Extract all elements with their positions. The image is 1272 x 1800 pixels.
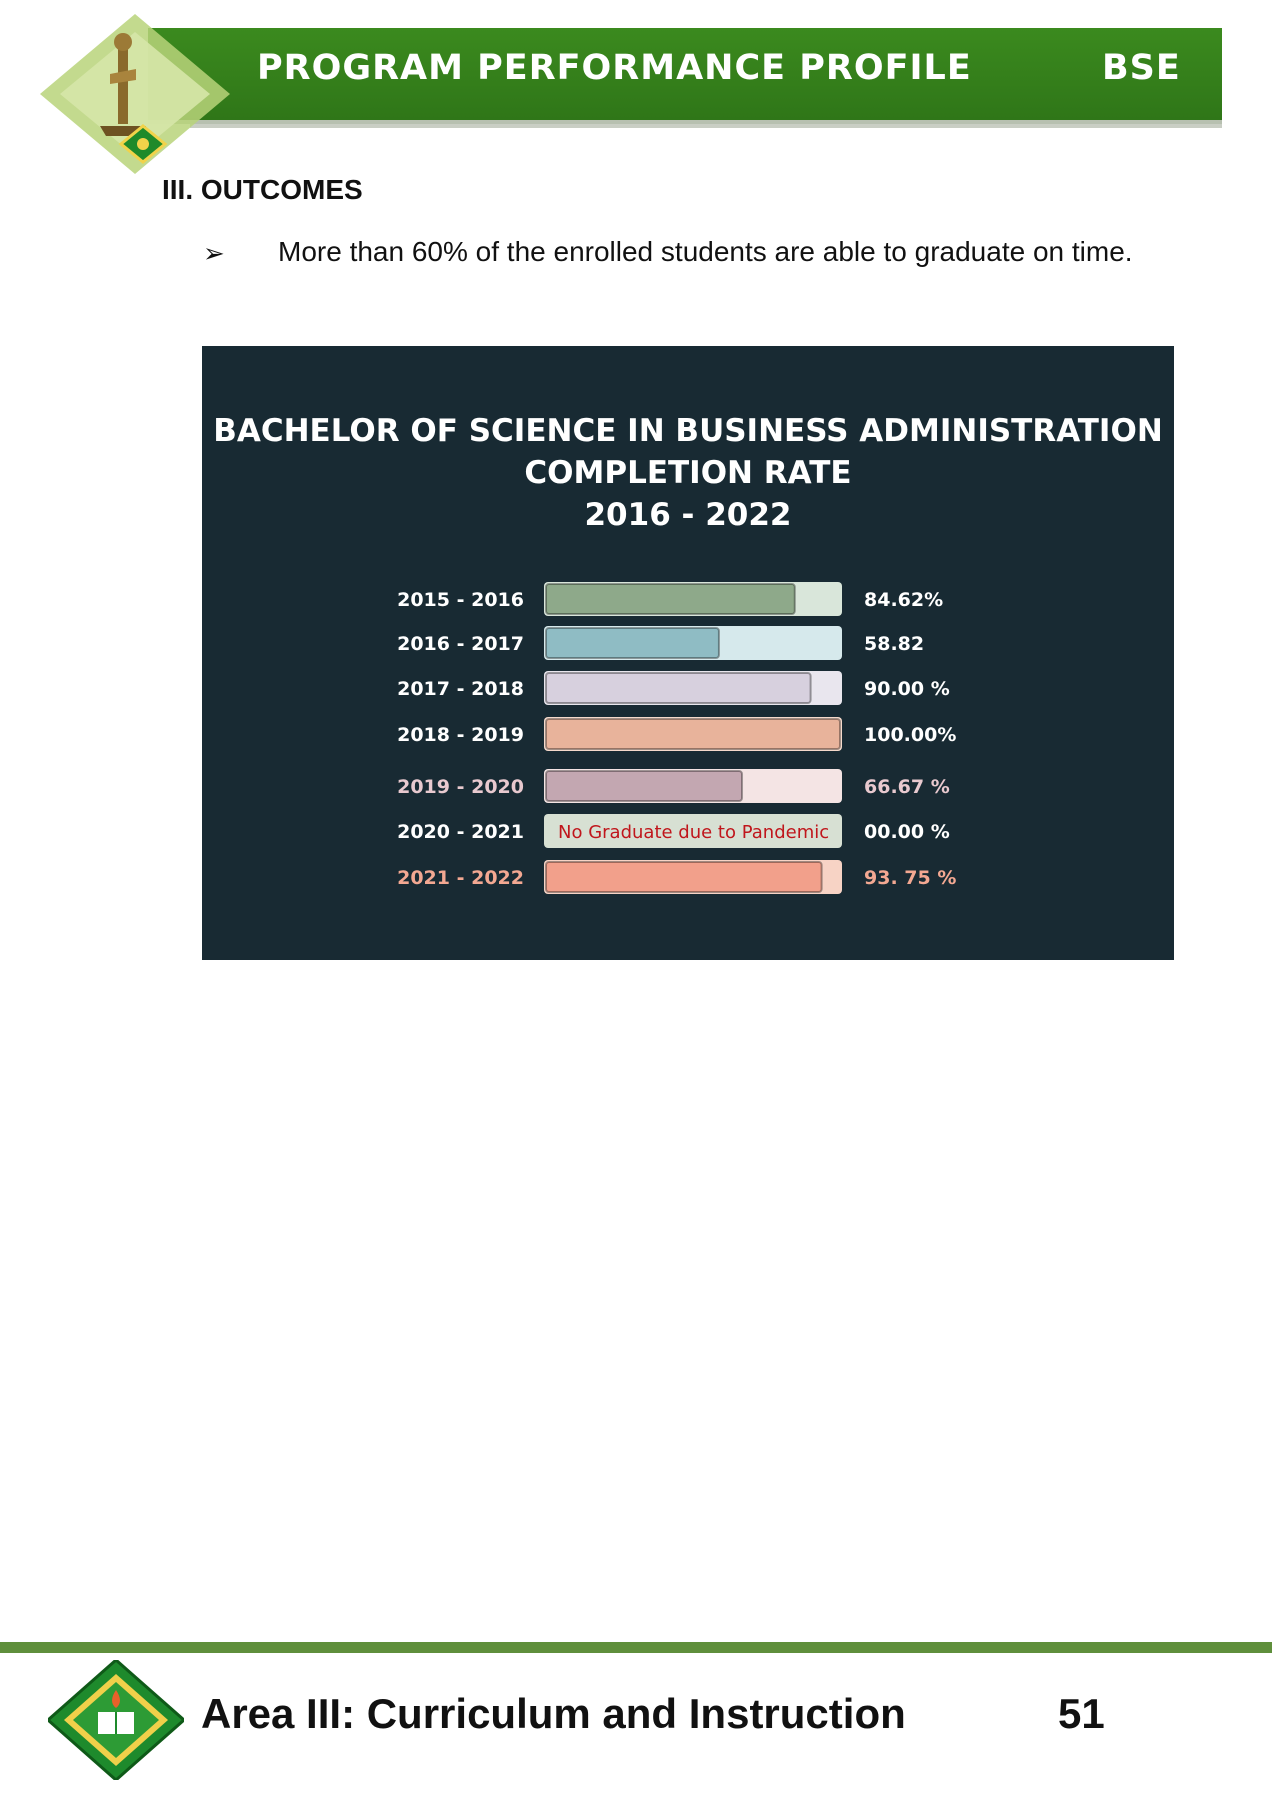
value-label: 90.00 % (864, 678, 950, 700)
bar (545, 861, 823, 893)
footer-rule (0, 1642, 1272, 1653)
footer-area-title: Area III: Curriculum and Instruction (201, 1690, 906, 1737)
value-label: 84.62% (864, 589, 943, 611)
university-statue-emblem (40, 14, 230, 174)
chart-title-line-2: COMPLETION RATE (524, 455, 852, 491)
section-heading: III. OUTCOMES (162, 174, 363, 205)
bar (545, 770, 744, 802)
chart-title-line-3: 2016 - 2022 (584, 497, 792, 533)
value-label: 00.00 % (864, 821, 950, 843)
bar (545, 718, 841, 750)
arrowhead-bullet-icon: ➢ (203, 238, 225, 268)
value-label: 93. 75 % (864, 867, 956, 889)
header-band (148, 28, 1222, 124)
page-number: 51 (1058, 1690, 1105, 1737)
value-label: 66.67 % (864, 776, 950, 798)
page-header-title: PROGRAM PERFORMANCE PROFILE (257, 48, 972, 88)
category-label: 2017 - 2018 (397, 678, 524, 700)
category-label: 2021 - 2022 (397, 867, 524, 889)
category-label: 2020 - 2021 (397, 821, 524, 843)
bar (545, 583, 796, 615)
program-code: BSE (1102, 48, 1181, 88)
university-seal-emblem (48, 1660, 184, 1780)
category-label: 2016 - 2017 (397, 633, 524, 655)
category-label: 2015 - 2016 (397, 589, 524, 611)
header-divider (190, 124, 1222, 128)
bar-note: No Graduate due to Pandemic (558, 822, 829, 843)
bar (545, 672, 812, 704)
category-label: 2018 - 2019 (397, 724, 524, 746)
completion-rate-chart: BACHELOR OF SCIENCE IN BUSINESS ADMINIST… (202, 346, 1174, 960)
chart-plot-area: 2015 - 2016 84.62% 2016 - 2017 58.82 2017 - … (397, 582, 956, 894)
bar (545, 627, 720, 659)
bullet-text: More than 60% of the enrolled students a… (278, 236, 1133, 267)
value-label: 100.00% (864, 724, 956, 746)
bar-track (544, 814, 842, 848)
chart-title-line-1: BACHELOR OF SCIENCE IN BUSINESS ADMINIST… (213, 413, 1163, 449)
category-label: 2019 - 2020 (397, 776, 524, 798)
value-label: 58.82 (864, 633, 924, 655)
